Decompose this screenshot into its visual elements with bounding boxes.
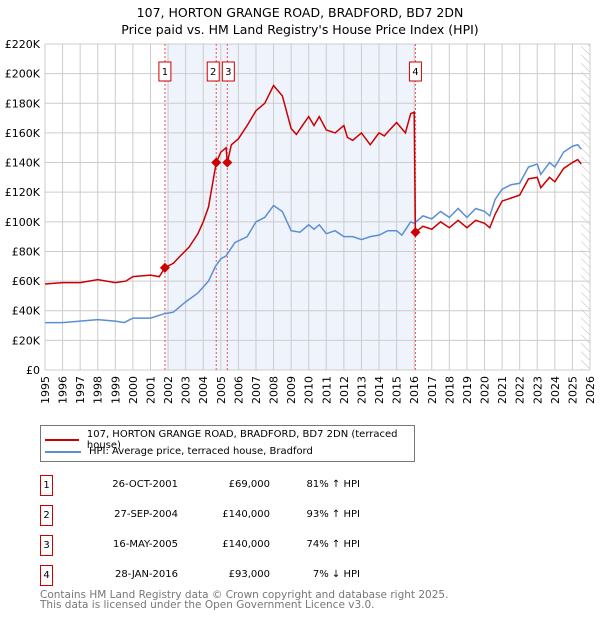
y-tick-label: £180K (5, 97, 41, 110)
sale-number: 2 (40, 505, 53, 526)
sale-label-number: 3 (225, 67, 231, 78)
sale-label-box (206, 61, 220, 82)
x-tick-label: 2004 (197, 376, 210, 404)
sale-date: 16-MAY-2005 (112, 539, 178, 550)
x-tick-label: 2019 (461, 376, 474, 404)
x-tick-label: 1998 (92, 376, 105, 404)
price-chart: 1995 1996 1997 1998 1999 2000 2001 2002 2003 2004… (5, 38, 597, 404)
y-tick-label: £20K (12, 334, 41, 347)
sale-date: 28-JAN-2016 (114, 569, 178, 580)
x-tick-label: 1999 (109, 376, 122, 404)
sale-hpi-diff: 81% ↑ HPI (306, 479, 360, 490)
y-tick-label: £0 (26, 364, 40, 377)
x-tick-label: 2021 (496, 376, 509, 404)
x-tick-label: 2008 (268, 376, 281, 404)
x-tick-label: 2001 (144, 376, 157, 404)
legend-property-swatch (45, 439, 79, 441)
x-tick-label: 2013 (355, 376, 368, 404)
x-tick-label: 2009 (285, 376, 298, 404)
x-tick-label: 2006 (232, 376, 245, 404)
sale-price: £93,000 (228, 569, 270, 580)
legend-property-label: 107, HORTON GRANGE ROAD, BRADFORD, BD7 2… (86, 429, 398, 451)
property-price-line (44, 84, 582, 285)
sale-point (222, 157, 233, 168)
legend-hpi-label: HPI: Average price, terraced house, Brad… (89, 446, 313, 457)
sale-label-box (158, 61, 172, 82)
x-tick-label: 2002 (162, 376, 175, 404)
x-tick-label: 2023 (531, 376, 544, 404)
sale-point (410, 227, 421, 238)
sale-point (159, 262, 170, 273)
x-tick-label: 2025 (566, 376, 579, 404)
sale-label-box (221, 61, 235, 82)
sale-label-number: 2 (210, 67, 216, 78)
sale-label-number: 4 (412, 67, 418, 78)
x-tick-label: 2024 (549, 376, 562, 404)
x-tick-label: 2005 (215, 376, 228, 404)
sale-number: 4 (40, 565, 53, 586)
y-tick-label: £40K (12, 305, 41, 318)
x-tick-label: 2026 (584, 376, 597, 404)
sale-price: £69,000 (228, 479, 270, 490)
sold-period-shading (164, 44, 416, 370)
y-tick-label: £120K (5, 186, 41, 199)
sale-price: £140,000 (222, 539, 270, 550)
sale-date: 27-SEP-2004 (114, 509, 178, 520)
x-tick-label: 2011 (320, 376, 333, 404)
hpi-line (45, 143, 582, 324)
x-tick-label: 1996 (57, 376, 70, 404)
x-tick-label: 2022 (514, 376, 527, 404)
sale-hpi-diff: 93% ↑ HPI (306, 509, 360, 520)
x-tick-label: 1995 (39, 376, 52, 404)
y-tick-label: £100K (5, 216, 41, 229)
y-tick-label: £200K (5, 68, 41, 81)
y-tick-label: £220K (5, 38, 41, 51)
sale-label-box (408, 61, 422, 82)
sale-price: £140,000 (222, 509, 270, 520)
sale-hpi-diff: 74% ↑ HPI (306, 539, 360, 550)
x-tick-label: 2012 (338, 376, 351, 404)
sale-label-number: 1 (162, 67, 168, 78)
sale-number: 1 (40, 475, 53, 496)
x-tick-label: 2000 (127, 376, 140, 404)
x-tick-label: 2007 (250, 376, 263, 404)
x-tick-label: 2014 (373, 376, 386, 404)
x-tick-label: 1997 (74, 376, 87, 404)
legend-hpi-swatch (45, 450, 81, 453)
x-tick-label: 2010 (303, 376, 316, 404)
sale-hpi-diff: 7% ↓ HPI (312, 569, 360, 580)
x-tick-label: 2003 (180, 376, 193, 404)
chart-title: 107, HORTON GRANGE ROAD, BRADFORD, BD7 2… (121, 5, 479, 37)
y-tick-label: £160K (5, 127, 41, 140)
sale-date: 26-OCT-2001 (112, 479, 178, 490)
legend: 107, HORTON GRANGE ROAD, BRADFORD, BD7 2… (40, 425, 415, 462)
y-tick-label: £140K (5, 157, 41, 170)
footer: Contains HM Land Registry data © Crown c… (40, 589, 449, 611)
x-tick-label: 2015 (391, 376, 404, 404)
y-tick-label: £60K (12, 275, 41, 288)
sale-number: 3 (40, 535, 53, 556)
x-tick-label: 2018 (443, 376, 456, 404)
x-tick-label: 2017 (426, 376, 439, 404)
forecast-hatch (581, 44, 590, 370)
x-tick-label: 2016 (408, 376, 421, 404)
sale-point (211, 157, 222, 168)
x-tick-label: 2020 (479, 376, 492, 404)
y-tick-label: £80K (12, 245, 41, 258)
